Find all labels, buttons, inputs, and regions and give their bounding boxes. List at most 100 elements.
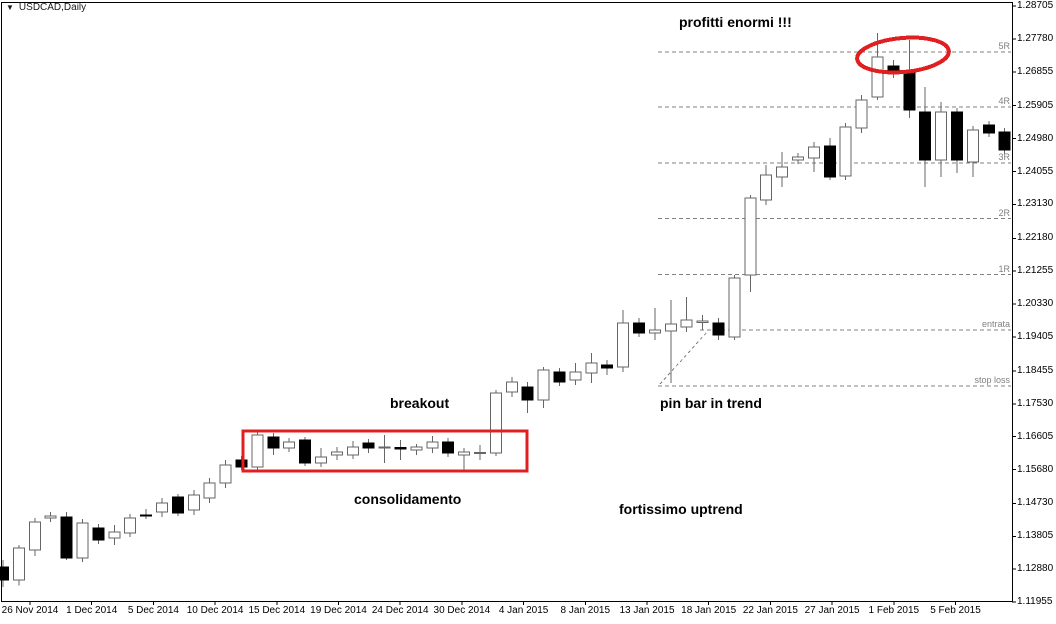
price-axis-label: 1.27780 — [1017, 33, 1054, 44]
candle — [998, 128, 1011, 154]
risk-reward-levels — [658, 51, 1011, 387]
entry-trendline — [659, 330, 709, 385]
profit-highlight-ellipse — [855, 35, 951, 75]
annotation-breakout: breakout — [390, 395, 450, 411]
candle — [585, 352, 598, 384]
chart-title-bar: ▼ USDCAD,Daily — [6, 2, 86, 13]
date-axis-label: 10 Dec 2014 — [186, 605, 244, 616]
price-axis-label: 1.28705 — [1017, 0, 1054, 12]
date-axis-label: 15 Dec 2014 — [248, 605, 306, 616]
candle — [760, 165, 773, 206]
candle — [601, 360, 614, 375]
candle — [982, 120, 995, 137]
chart-title: USDCAD,Daily — [18, 2, 87, 13]
candle — [378, 435, 391, 464]
price-axis-label: 1.24055 — [1017, 165, 1054, 177]
candlesticks — [0, 33, 1011, 587]
candle — [489, 389, 502, 457]
candle — [28, 518, 41, 557]
candle — [251, 431, 264, 470]
price-axis-label: 1.21255 — [1017, 265, 1054, 277]
candle — [807, 142, 820, 173]
candle — [792, 152, 804, 164]
date-axis-label: 27 Jan 2015 — [804, 605, 860, 616]
candle — [633, 318, 645, 337]
candle — [966, 125, 979, 178]
level-label-entrata: entrata — [981, 319, 1010, 330]
candle — [458, 447, 471, 470]
candle — [744, 194, 757, 292]
date-axis-label: 13 Jan 2015 — [619, 605, 675, 616]
price-axis-label: 1.11955 — [1017, 596, 1053, 608]
annotation-consolidamento: consolidamento — [354, 491, 462, 507]
date-axis-label: 19 Dec 2014 — [310, 605, 367, 616]
candle — [299, 436, 312, 466]
candle — [92, 524, 105, 544]
candle — [140, 509, 153, 520]
date-axis-label: 24 Dec 2014 — [371, 605, 429, 616]
candle — [537, 367, 550, 408]
price-axis-label: 1.20330 — [1017, 298, 1054, 310]
price-axis-label: 1.24980 — [1017, 132, 1054, 144]
date-axis-label: 1 Dec 2014 — [66, 605, 118, 616]
candle — [108, 525, 121, 545]
candle — [855, 94, 868, 133]
price-axis-label: 1.23130 — [1017, 198, 1054, 210]
candle — [219, 460, 232, 489]
candle — [315, 447, 327, 468]
annotation-profitti-enormi: profitti enormi !!! — [679, 14, 792, 30]
candle — [187, 489, 200, 516]
candle — [569, 362, 582, 385]
level-label-4R: 4R — [998, 95, 1010, 106]
date-axis-label: 26 Nov 2014 — [1, 605, 59, 616]
candle — [505, 377, 518, 397]
date-axis-label: 8 Jan 2015 — [560, 605, 611, 616]
candle — [935, 102, 948, 178]
price-axis-label: 1.17530 — [1017, 397, 1054, 409]
level-label-5R: 5R — [998, 40, 1010, 51]
candle — [553, 368, 566, 386]
candle — [648, 308, 661, 341]
date-axis-label: 22 Jan 2015 — [742, 605, 798, 616]
candle — [12, 545, 25, 586]
consolidation-highlight-rect — [241, 429, 529, 473]
annotation-fortissimo-uptrend: fortissimo uptrend — [619, 501, 743, 517]
price-axis-label: 1.18455 — [1017, 364, 1054, 376]
candle — [776, 152, 789, 187]
candle — [823, 137, 836, 180]
level-label-stop-loss: stop loss — [974, 374, 1010, 385]
level-label-2R: 2R — [998, 207, 1010, 218]
date-axis-label: 1 Feb 2015 — [868, 605, 920, 616]
date-axis-label: 4 Jan 2015 — [498, 605, 549, 616]
candle — [410, 444, 423, 455]
candle — [521, 382, 534, 413]
candle — [203, 478, 216, 504]
price-axis-label: 1.19405 — [1017, 331, 1054, 343]
candle — [76, 519, 89, 563]
candle — [426, 436, 439, 453]
candle — [124, 514, 137, 537]
candle — [330, 446, 343, 460]
candle — [267, 433, 280, 455]
candle — [346, 441, 359, 459]
date-axis-label: 18 Jan 2015 — [681, 605, 737, 616]
candle — [0, 560, 9, 587]
price-axis-label: 1.22180 — [1017, 232, 1054, 244]
candle — [362, 439, 375, 453]
date-axis-label: 30 Dec 2014 — [433, 605, 491, 616]
price-axis-label: 1.26855 — [1017, 65, 1054, 77]
level-label-1R: 1R — [998, 263, 1010, 274]
candle — [680, 297, 693, 332]
candle — [951, 108, 963, 174]
candle — [171, 494, 184, 517]
collapse-chart-icon[interactable]: ▼ — [6, 2, 14, 12]
candle — [839, 123, 852, 180]
price-axis-label: 1.14730 — [1017, 497, 1054, 509]
price-axis-label: 1.25905 — [1017, 99, 1054, 111]
candle — [283, 437, 296, 453]
candle — [887, 60, 900, 79]
candle — [664, 299, 677, 384]
candle — [394, 440, 407, 460]
